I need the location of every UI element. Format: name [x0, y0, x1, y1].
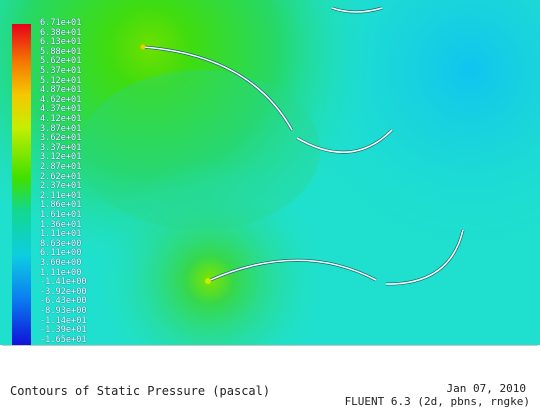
contour-field — [0, 0, 540, 345]
legend-label: 6.38e+01 — [40, 27, 82, 38]
legend-label: 3.12e+01 — [40, 152, 82, 163]
legend-label: 4.62e+01 — [40, 94, 82, 105]
legend-label: 1.36e+01 — [40, 219, 82, 230]
legend-label: 1.86e+01 — [40, 200, 82, 211]
legend-label: 6.11e+00 — [40, 248, 82, 259]
legend-label: -1.14e+01 — [40, 315, 87, 326]
legend-label: -1.41e+00 — [40, 277, 87, 288]
legend-label: 3.60e+00 — [40, 258, 82, 268]
blade-lower-flap — [385, 229, 465, 286]
legend-label: -1.65e+01 — [40, 334, 87, 345]
legend-label: 1.61e+01 — [40, 210, 82, 220]
legend-label: 3.87e+01 — [40, 123, 82, 134]
legend-label: 5.12e+01 — [40, 75, 82, 86]
plot-title: Contours of Static Pressure (pascal) — [10, 384, 271, 398]
blade-upper — [140, 44, 294, 131]
solver-version: FLUENT 6.3 (2d, pbns, rngke) — [344, 395, 530, 408]
legend-label: 5.62e+01 — [40, 56, 82, 67]
legend-label: 2.11e+01 — [40, 190, 82, 201]
legend-label: 5.37e+01 — [40, 66, 82, 76]
plot-footer: Contours of Static Pressure (pascal) Jan… — [2, 345, 538, 412]
legend-label: 4.37e+01 — [40, 104, 82, 115]
legend-label: 6.71e+01 — [40, 18, 82, 28]
legend-label: 4.87e+01 — [40, 85, 82, 96]
legend-label: 3.37e+01 — [40, 142, 82, 153]
blade-upper-flap — [296, 128, 394, 154]
legend-label: -3.92e+00 — [40, 286, 87, 297]
legend-label: -8.93e+00 — [40, 306, 87, 316]
legend-label: -6.43e+00 — [40, 296, 87, 307]
legend-label: 6.13e+01 — [40, 37, 82, 48]
legend-label: 8.63e+00 — [40, 238, 82, 249]
legend-label: 2.37e+01 — [40, 181, 82, 192]
legend-label: 2.87e+01 — [40, 162, 82, 172]
plot-date: Jan 07, 2010 — [446, 382, 526, 395]
legend-label: 4.12e+01 — [40, 114, 82, 124]
contour-plot-viewport: 6.71e+01 6.38e+01 6.13e+01 5.88e+01 5.62e+01… — [0, 0, 540, 345]
legend-label: 2.62e+01 — [40, 171, 82, 182]
legend-color-bar — [12, 24, 31, 345]
legend-label: -1.39e+01 — [40, 325, 87, 336]
legend-label: 1.11e+01 — [40, 229, 82, 240]
legend-label: 3.62e+01 — [40, 133, 82, 144]
blade-top-edge — [331, 6, 383, 14]
blade-lower — [205, 258, 377, 284]
legend-label: 1.11e+00 — [40, 267, 82, 278]
legend-label: 5.88e+01 — [40, 46, 82, 57]
